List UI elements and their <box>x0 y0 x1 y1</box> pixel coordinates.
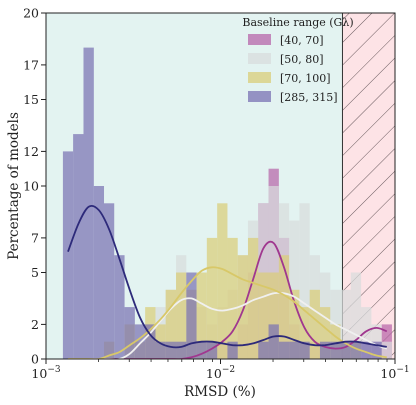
kde-line-series-0 <box>68 240 388 359</box>
bar-series-3-bin-12 <box>186 272 197 359</box>
bar-series-2-bin-11 <box>176 272 187 359</box>
bar-series-1-bin-31 <box>381 341 392 359</box>
legend-title: Baseline range (Gλ) <box>242 16 353 29</box>
bar-series-3-bin-4 <box>104 203 115 359</box>
y-axis-ticks: 0 2 5 7 10 12 15 17 20 <box>23 6 46 367</box>
bar-series-3-bin-10 <box>165 341 177 359</box>
excluded-region <box>341 13 395 359</box>
bar-series-2-bin-23 <box>299 307 310 359</box>
bar-series-2-bin-25 <box>319 307 331 359</box>
y-tick-label: 2 <box>31 317 39 332</box>
x-tick-label: 10−1 <box>380 365 409 381</box>
bar-series-3-bin-20 <box>268 324 279 359</box>
bar-series-3-bin-8 <box>145 324 156 359</box>
bar-series-3-bin-16 <box>227 341 238 359</box>
bar-series-2-bin-16 <box>227 237 238 359</box>
bar-series-3-bin-5 <box>114 255 125 359</box>
y-tick-label: 5 <box>31 265 39 280</box>
bar-series-2-bin-14 <box>206 237 218 359</box>
bar-series-1-bin-23 <box>299 203 310 359</box>
y-tick-label: 10 <box>23 179 39 194</box>
y-tick-label: 7 <box>31 230 39 245</box>
bar-series-3-bin-14 <box>206 341 218 359</box>
legend-swatch <box>248 91 271 102</box>
bar-series-3-bin-27 <box>340 341 351 359</box>
legend-label: [285, 315] <box>280 91 338 104</box>
bar-series-1-bin-28 <box>350 272 362 359</box>
bar-series-3-bin-6 <box>124 307 135 359</box>
bar-series-3-bin-13 <box>196 341 207 359</box>
bar-series-3-bin-23 <box>299 341 310 359</box>
bar-series-3-bin-25 <box>319 341 331 359</box>
bar-series-1-bin-27 <box>340 289 351 359</box>
y-axis-label: Percentage of models <box>6 112 22 260</box>
bar-series-2-bin-19 <box>258 272 269 359</box>
y-tick-label: 17 <box>23 57 39 72</box>
bar-series-2-bin-15 <box>217 203 228 359</box>
bar-series-3-bin-11 <box>176 341 187 359</box>
bar-series-2-bin-10 <box>165 289 177 359</box>
y-tick-label: 12 <box>23 144 39 159</box>
bar-series-3-bin-2 <box>83 47 94 359</box>
legend: Baseline range (Gλ) [40, 70] [50, 80] [70,… <box>242 16 353 104</box>
bar-series-2-bin-13 <box>196 272 207 359</box>
bar-series-3-bin-29 <box>361 341 372 359</box>
kde-line-series-3 <box>67 204 387 349</box>
bar-series-2-bin-20 <box>268 272 279 359</box>
bar-series-3-bin-22 <box>289 341 300 359</box>
x-tick-label: 10−3 <box>31 365 60 381</box>
legend-swatch <box>248 72 271 83</box>
y-tick-label: 20 <box>23 6 39 21</box>
legend-swatch <box>248 34 271 45</box>
legend-label: [70, 100] <box>280 72 331 85</box>
bar-series-2-bin-21 <box>278 255 290 359</box>
x-axis-label: RMSD (%) <box>184 384 256 400</box>
bar-series-3-bin-3 <box>93 186 105 359</box>
legend-label: [50, 80] <box>280 53 324 66</box>
y-tick-label: 15 <box>23 92 39 107</box>
bar-series-3-bin-21 <box>278 341 290 359</box>
legend-swatch <box>248 53 271 64</box>
bar-series-3-bin-1 <box>73 134 84 359</box>
y-tick-label: 0 <box>31 352 39 367</box>
x-axis-ticks: 10−3 10−2 10−1 <box>31 359 410 381</box>
bar-series-3-bin-7 <box>134 324 146 359</box>
bar-series-2-bin-22 <box>289 289 300 359</box>
bar-series-3-bin-30 <box>371 341 382 359</box>
bar-series-3-bin-19 <box>258 341 269 359</box>
legend-label: [40, 70] <box>280 34 324 47</box>
bar-series-1-bin-29 <box>361 307 372 359</box>
kde-line-series-2 <box>68 266 387 359</box>
bar-series-2-bin-18 <box>247 237 259 359</box>
x-tick-label: 10−2 <box>206 365 235 381</box>
bar-series-3-bin-28 <box>350 341 362 359</box>
bar-series-2-bin-24 <box>309 289 320 359</box>
bar-series-2-bin-17 <box>237 255 248 359</box>
bar-series-3-bin-0 <box>62 151 74 359</box>
bar-series-3-bin-26 <box>330 341 341 359</box>
bar-series-3-bin-9 <box>155 341 166 359</box>
